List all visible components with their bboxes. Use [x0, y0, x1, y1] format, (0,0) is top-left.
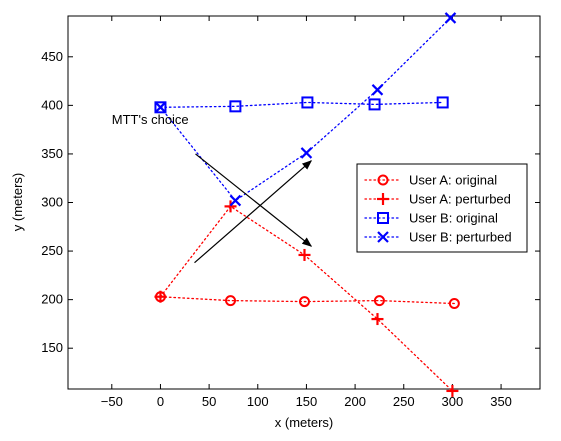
- y-tick-label: 300: [41, 195, 63, 210]
- series-4-point: [154, 101, 167, 114]
- series-4-point-d2: [154, 101, 167, 114]
- series-3-point: [368, 98, 381, 111]
- series-line-4: [159, 17, 452, 202]
- series-2-point: [224, 200, 237, 213]
- legend-label: User B: original: [409, 211, 498, 226]
- annotation-arrow: [195, 153, 313, 247]
- series-3-point-shape: [368, 98, 381, 111]
- series-1-point-shape: [298, 296, 310, 308]
- x-tick-label: 100: [247, 394, 269, 409]
- x-tick-label: 350: [490, 394, 512, 409]
- series-3-point-shape: [301, 96, 314, 109]
- series-markers: [154, 12, 460, 397]
- x-tick-label: 200: [344, 394, 366, 409]
- series-1-point-shape: [448, 298, 460, 310]
- series-1-point-shape: [225, 295, 237, 307]
- series-1-point: [225, 295, 237, 307]
- y-tick-label: 450: [41, 49, 63, 64]
- series-line-3: [159, 101, 444, 108]
- series-3-point: [154, 101, 167, 114]
- legend-label: User B: perturbed: [409, 230, 512, 245]
- axis-ticks: −50 0 50 100 150 200 250 300 350 150 200 250 300 350 4…: [41, 16, 540, 409]
- series-4-point: [300, 147, 313, 159]
- series-4-point-d2: [229, 194, 242, 207]
- series-1-point: [373, 295, 385, 307]
- legend-marker-shape: [377, 174, 389, 186]
- series-line-1: [159, 296, 456, 305]
- legend-marker-d2: [377, 231, 389, 243]
- series-2-point: [446, 384, 459, 397]
- x-tick-label: 250: [393, 394, 415, 409]
- legend-marker-shape: [377, 212, 389, 224]
- series-1-point: [448, 298, 460, 310]
- y-tick-label: 400: [41, 97, 63, 112]
- legend-marker: [377, 193, 389, 205]
- legend-marker: [377, 212, 389, 224]
- series-1-point-shape: [373, 295, 385, 307]
- series-4-point-d2: [371, 84, 384, 96]
- x-tick-label: 300: [442, 394, 464, 409]
- legend-marker: [377, 174, 389, 186]
- y-tick-label: 250: [41, 243, 63, 258]
- series-2-point: [154, 290, 167, 303]
- series-3-point-shape: [154, 101, 167, 114]
- y-tick-label: 200: [41, 292, 63, 307]
- x-tick-label: −50: [101, 394, 123, 409]
- x-tick-label: 0: [157, 394, 164, 409]
- series-4-point: [371, 84, 384, 96]
- series-2-point: [298, 248, 311, 261]
- series-4-point-d2: [444, 12, 457, 24]
- y-tick-label: 150: [41, 340, 63, 355]
- legend-box: [356, 163, 528, 253]
- series-4-point: [229, 194, 242, 207]
- annotations: MTT's choice: [112, 112, 313, 264]
- series-4-point-d2: [300, 147, 313, 159]
- x-axis-label: x (meters): [275, 415, 334, 430]
- legend-marker: [377, 231, 389, 243]
- series-1-point: [298, 296, 310, 308]
- y-tick-label: 350: [41, 146, 63, 161]
- x-tick-label: 50: [202, 394, 216, 409]
- legend-label: User A: perturbed: [409, 192, 511, 207]
- series-2-point: [371, 313, 384, 326]
- y-axis-label: y (meters): [10, 173, 25, 232]
- annotation-arrow: [194, 160, 313, 264]
- series-3-point: [229, 100, 242, 113]
- x-tick-label: 150: [296, 394, 318, 409]
- series-4-point: [444, 12, 457, 24]
- legend: User A: original User A: perturbed User B:…: [356, 163, 528, 253]
- series-3-point: [301, 96, 314, 109]
- annotation-text: MTT's choice: [112, 112, 189, 127]
- series-3-point: [436, 96, 449, 109]
- series-3-point-shape: [229, 100, 242, 113]
- series-3-point-shape: [436, 96, 449, 109]
- legend-label: User A: original: [409, 173, 497, 188]
